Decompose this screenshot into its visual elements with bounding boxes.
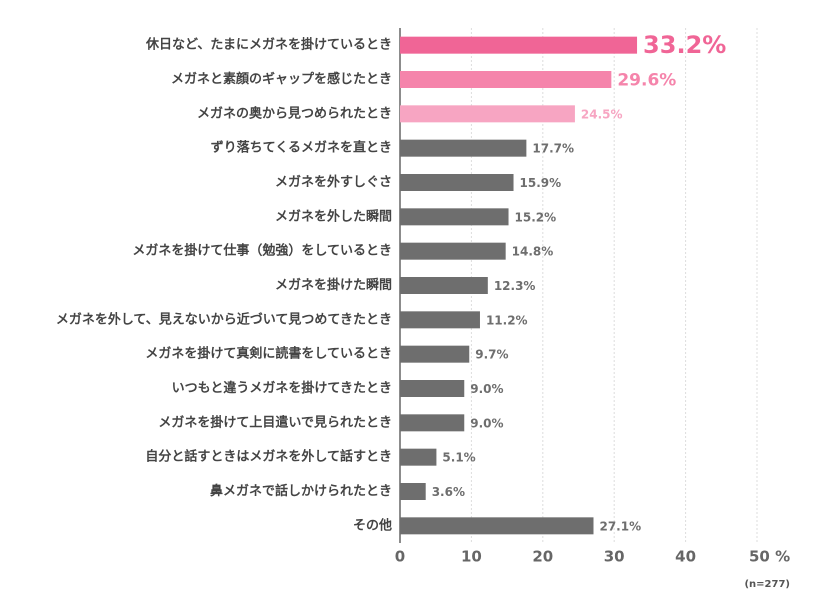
- value-label: 15.2%: [515, 210, 557, 224]
- category-label: メガネを掛けた瞬間: [275, 277, 392, 293]
- bar: [400, 208, 509, 226]
- value-label: 9.7%: [475, 348, 508, 362]
- category-label: 鼻メガネで話しかけられたとき: [210, 483, 392, 499]
- value-label: 3.6%: [432, 485, 465, 499]
- category-label: メガネを掛けて仕事（勉強）をしているとき: [132, 243, 392, 259]
- x-tick-label: 50 %: [749, 548, 790, 566]
- bar: [400, 277, 488, 294]
- bar: [400, 414, 465, 432]
- value-label: 14.8%: [512, 245, 554, 259]
- x-tick-label: 30: [604, 548, 625, 566]
- value-label: 12.3%: [494, 279, 536, 293]
- sample-note: (n=277): [744, 579, 790, 590]
- category-label: メガネを掛けて真剣に読書をしているとき: [145, 346, 392, 362]
- value-label: 9.0%: [470, 382, 503, 396]
- category-label: メガネを掛けて上目遣いで見られたとき: [158, 414, 392, 430]
- category-label: メガネと素顔のギャップを感じたとき: [171, 71, 392, 87]
- value-label: 11.2%: [486, 313, 528, 327]
- value-label: 33.2%: [643, 31, 726, 59]
- bar: [400, 380, 465, 397]
- category-label: メガネを外した瞬間: [275, 208, 392, 224]
- bar: [400, 345, 470, 363]
- bar: [400, 448, 437, 466]
- x-tick-label: 10: [461, 548, 482, 566]
- bar: [400, 483, 426, 500]
- category-label: 自分と話すときはメガネを外して話すとき: [145, 449, 392, 465]
- bar: [400, 71, 612, 88]
- value-label: 27.1%: [599, 519, 641, 533]
- x-tick-label: 20: [532, 548, 553, 566]
- bar: [400, 36, 638, 54]
- category-label: メガネを外して、見えないから近づいて見つめてきたとき: [56, 311, 392, 327]
- bar: [400, 242, 506, 260]
- bar: [400, 517, 594, 535]
- x-tick-label: 0: [395, 548, 405, 566]
- bar: [400, 105, 575, 123]
- x-tick-label: 40: [675, 548, 696, 566]
- category-label: メガネを外すしぐさ: [275, 174, 392, 190]
- category-label: 休日など、たまにメガネを掛けているとき: [145, 37, 392, 53]
- category-label: いつもと違うメガネを掛けてきたとき: [172, 380, 392, 396]
- value-label: 9.0%: [470, 416, 503, 430]
- category-label: その他: [353, 517, 392, 533]
- category-label: ずり落ちてくるメガネを直とき: [211, 140, 392, 156]
- value-label: 24.5%: [581, 107, 623, 121]
- bar: [400, 174, 514, 191]
- bar: [400, 311, 480, 329]
- value-label: 5.1%: [442, 451, 475, 465]
- bar: [400, 139, 527, 157]
- value-label: 17.7%: [532, 142, 574, 156]
- value-label: 15.9%: [520, 176, 562, 190]
- category-label: メガネの奥から見つめられたとき: [197, 105, 392, 121]
- value-label: 29.6%: [617, 71, 676, 91]
